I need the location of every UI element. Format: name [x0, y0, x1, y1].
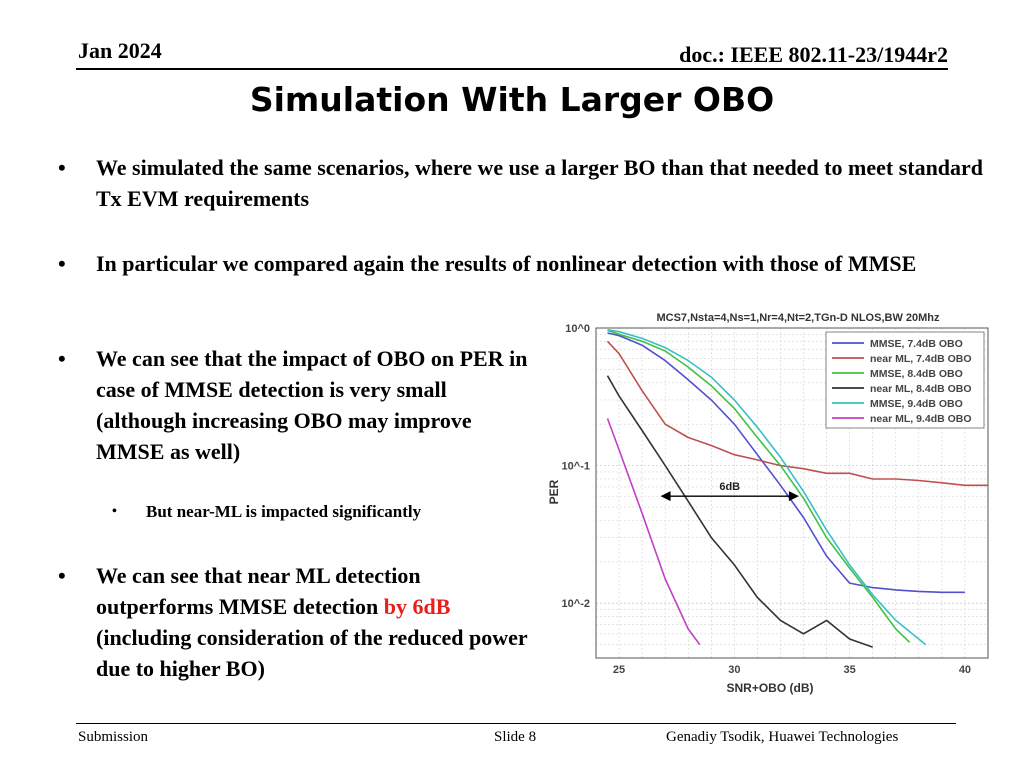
bullet-1-text: We simulated the same scenarios, where w…: [96, 155, 984, 211]
legend-label: near ML, 8.4dB OBO: [870, 383, 972, 395]
bullet-2-text: In particular we compared again the resu…: [96, 251, 917, 276]
y-tick-label: 10^-1: [562, 461, 590, 473]
bullet-3: • We can see that the impact of OBO on P…: [58, 343, 536, 467]
bullet-5-highlight: by 6dB: [383, 594, 451, 619]
header-rule: [76, 68, 948, 70]
slide-title: Simulation With Larger OBO: [249, 80, 775, 119]
footer-slide-number: Slide 8: [494, 729, 537, 745]
legend-label: MMSE, 8.4dB OBO: [870, 368, 963, 380]
footer-author: Genadiy Tsodik, Huawei Technologies: [666, 729, 899, 745]
annotation: 6dB: [660, 481, 799, 502]
legend: MMSE, 7.4dB OBO near ML, 7.4dB OBO MMSE, 8…: [825, 331, 985, 429]
tick-labels: 25 30 35 40 10^0 10^-1 10^-2: [562, 323, 972, 676]
annotation-label: 6dB: [719, 481, 740, 493]
series-line-6: [606, 418, 701, 646]
bullet-dot: •: [58, 346, 66, 371]
x-axis-label: SNR+OBO (dB): [727, 681, 814, 695]
plot-frame: [595, 327, 989, 659]
header-doc-id: doc.: IEEE 802.11-23/1944r2: [679, 42, 948, 67]
bullet-2: • In particular we compared again the re…: [58, 248, 986, 279]
series-line-3: [607, 329, 911, 643]
y-tick-label: 10^-2: [562, 598, 590, 610]
y-axis-label: PER: [547, 479, 561, 504]
legend-box: [825, 331, 985, 429]
bullet-dot: •: [112, 504, 117, 519]
bullet-5-text-pre: We can see that near ML detection outper…: [96, 563, 421, 619]
x-tick-label: 30: [728, 664, 740, 676]
bullet-1: • We simulated the same scenarios, where…: [58, 152, 986, 214]
annotation-arrowhead-left: [660, 491, 671, 502]
series-lines: [606, 329, 988, 648]
x-tick-label: 25: [613, 664, 625, 676]
footer-rule: [76, 723, 956, 724]
bullet-5: • We can see that near ML detection outp…: [58, 560, 536, 684]
bullet-dot: •: [58, 563, 66, 588]
y-tick-label: 10^0: [565, 323, 590, 335]
chart-title: MCS7,Nsta=4,Ns=1,Nr=4,Nt=2,TGn-D NLOS,BW…: [656, 312, 940, 324]
grid: [595, 327, 989, 659]
sub-bullet-near-ml: • But near-ML is impacted significantly: [112, 500, 546, 524]
annotation-arrowhead-right: [788, 491, 799, 502]
bullet-dot: •: [58, 251, 66, 276]
sub-bullet-text: But near-ML is impacted significantly: [146, 502, 422, 521]
header-date: Jan 2024: [78, 38, 162, 63]
legend-label: MMSE, 9.4dB OBO: [870, 398, 963, 410]
series-line-2: [606, 340, 988, 487]
series-line-4: [606, 375, 873, 648]
series-line-1: [607, 332, 965, 594]
series-line-5: [607, 329, 927, 646]
footer-submission: Submission: [78, 729, 149, 745]
bullet-5-text-post: (including consideration of the reduced …: [96, 625, 528, 681]
x-tick-label: 40: [959, 664, 971, 676]
legend-label: near ML, 7.4dB OBO: [870, 353, 972, 365]
legend-label: near ML, 9.4dB OBO: [870, 413, 972, 425]
legend-label: MMSE, 7.4dB OBO: [870, 338, 963, 350]
x-tick-label: 35: [844, 664, 856, 676]
per-chart: MCS7,Nsta=4,Ns=1,Nr=4,Nt=2,TGn-D NLOS,BW…: [540, 302, 1010, 702]
bullet-3-text: We can see that the impact of OBO on PER…: [96, 346, 528, 464]
bullet-dot: •: [58, 155, 66, 180]
